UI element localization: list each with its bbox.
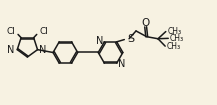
Text: Cl: Cl	[39, 27, 48, 36]
Text: Cl: Cl	[7, 27, 16, 36]
Text: CH₃: CH₃	[168, 27, 182, 36]
Text: N: N	[118, 59, 125, 69]
Text: CH₃: CH₃	[170, 34, 184, 43]
Text: N: N	[7, 45, 15, 55]
Text: N: N	[39, 45, 47, 55]
Text: O: O	[141, 18, 150, 28]
Text: S: S	[127, 34, 134, 44]
Text: CH₃: CH₃	[167, 42, 181, 51]
Text: N: N	[96, 36, 103, 46]
